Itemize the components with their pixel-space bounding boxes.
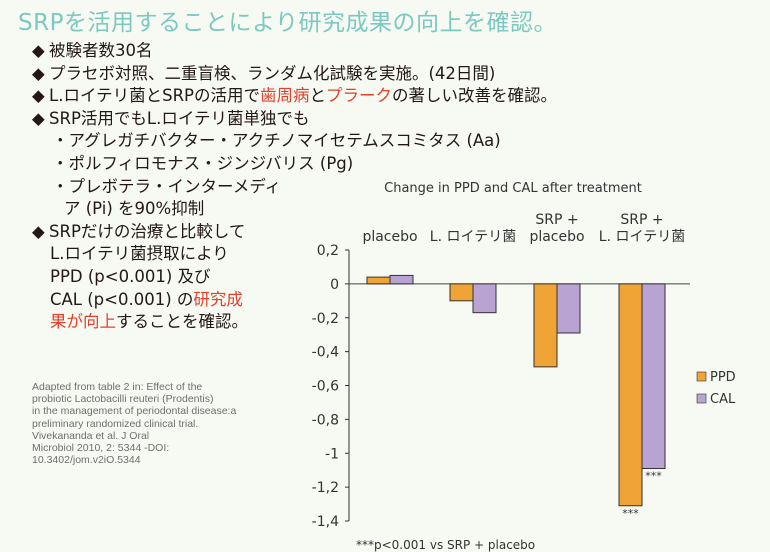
y-tick-label: -0,4: [312, 345, 339, 361]
bar-cal: [389, 274, 414, 285]
citation-line: Microbiol 2010, 2: 5344 -DOI:: [32, 442, 170, 455]
highlight-text: プラーク: [326, 86, 392, 106]
bullet-text: の著しい改善を確認。: [392, 86, 557, 106]
bullet-text: L.ロイテリ菌摂取により: [50, 244, 229, 264]
bullet-text: SRPだけの治療と比較して: [49, 221, 246, 241]
category-label: placebo: [362, 229, 417, 245]
bullet-trial: ◆ プラセボ対照、二重盲検、ランダム化試験を実施。(42日間): [32, 63, 612, 86]
page-title: SRPを活用することにより研究成果の向上を確認。: [18, 10, 557, 36]
bullet-text: L.ロイテリ菌とSRPの活用で: [49, 86, 260, 106]
bars: [366, 274, 666, 507]
significance-marker: ***: [645, 469, 662, 482]
bar-cal: [641, 283, 666, 469]
y-tick-label: 0: [330, 277, 339, 293]
bullet-text: と: [309, 86, 327, 106]
diamond-bullet-icon: ◆: [32, 221, 45, 241]
citation-line: preliminary randomized clinical trial.: [32, 417, 199, 430]
citation-line: 10.3402/jom.v2iO.5344: [32, 454, 141, 467]
citation-line: probiotic Lactobacilli reuteri (Prodenti…: [32, 393, 214, 406]
citation-line: Adapted from table 2 in: Effect of the: [32, 381, 203, 393]
bullet-bacteria: ◆ SRP活用でもL.ロイテリ菌単独でも: [32, 108, 612, 131]
diamond-bullet-icon: ◆: [32, 41, 45, 60]
bullet-comparison: ◆ SRPだけの治療と比較して: [32, 221, 612, 244]
y-tick-label: -1,2: [312, 480, 339, 496]
y-tick-label: 0,2: [317, 243, 339, 259]
bar-ppd: [366, 276, 391, 285]
highlight-text: 果が向上: [50, 312, 116, 332]
significance-marker: ***: [622, 507, 639, 520]
significance-annotations: *** ***: [622, 469, 662, 519]
bullet-subjects: ◆ 被験者数30名: [32, 40, 612, 63]
legend: PPD CAL: [696, 370, 736, 407]
highlight-text: 歯周病: [260, 86, 310, 106]
bar-cal: [472, 283, 497, 314]
chart-title: Change in PPD and CAL after treatment: [384, 181, 642, 196]
bar-ppd: [449, 283, 474, 302]
y-tick-label: -1: [325, 446, 339, 462]
bacteria-item: ・アグレガチバクター・アクチノマイセテムスコミタス (Aa): [52, 131, 501, 151]
bullet-text: 果が向上することを確認。: [32, 311, 612, 334]
bar-ppd: [533, 283, 558, 368]
y-tick-label: -1,4: [312, 514, 339, 530]
legend-label: PPD: [710, 370, 736, 385]
bullet-text-part: することを確認。: [116, 312, 248, 332]
bacteria-item: ア (Pi) を90%抑制: [64, 199, 205, 219]
category-label: SRP +: [535, 212, 578, 228]
category-label: placebo: [529, 229, 584, 245]
bullet-text: 被験者数30名: [49, 41, 153, 60]
bar-ppd: [618, 283, 643, 507]
y-tick-label: -0,8: [312, 412, 339, 428]
bacteria-item: ・プレボテラ・インターメディ: [52, 176, 282, 196]
bacteria-item: ・ポルフィロモナス・ジンジバリス (Pg): [52, 153, 354, 173]
source-citation: Adapted from table 2 in: Effect of the p…: [32, 381, 292, 466]
citation-line: in the management of periodontal disease…: [32, 405, 237, 418]
y-tick-label: -0,6: [312, 379, 339, 395]
y-tick-label: -0,2: [312, 311, 339, 327]
legend-label: CAL: [710, 392, 736, 407]
category-label: SRP +: [620, 212, 663, 228]
bullet-text-part: CAL (p<0.001) の: [50, 289, 194, 309]
legend-swatch: [696, 393, 707, 404]
bullet-improvement: ◆ L.ロイテリ菌とSRPの活用で歯周病とプラークの著しい改善を確認。: [32, 85, 612, 108]
diamond-bullet-icon: ◆: [32, 63, 45, 83]
category-label: L. ロイテリ菌: [430, 229, 516, 245]
bullet-text: SRP活用でもL.ロイテリ菌単独でも: [49, 108, 310, 128]
diamond-bullet-icon: ◆: [32, 108, 45, 128]
legend-swatch: [696, 371, 707, 382]
bullet-text: プラセボ対照、二重盲検、ランダム化試験を実施。(42日間): [49, 63, 496, 83]
chart-footnote: ***p<0.001 vs SRP + placebo: [356, 538, 535, 552]
findings-list: ◆ 被験者数30名 ◆ プラセボ対照、二重盲検、ランダム化試験を実施。(42日間) …: [32, 40, 612, 334]
citation-line: Vivekananda et al. J Oral: [32, 429, 150, 442]
highlight-text: 研究成: [193, 289, 243, 309]
bullet-text: CAL (p<0.001) の研究成: [32, 289, 612, 312]
category-label: L. ロイテリ菌: [599, 229, 685, 245]
bar-cal: [556, 283, 581, 334]
diamond-bullet-icon: ◆: [32, 86, 45, 106]
bullet-text: PPD (p<0.001) 及び: [50, 266, 211, 286]
